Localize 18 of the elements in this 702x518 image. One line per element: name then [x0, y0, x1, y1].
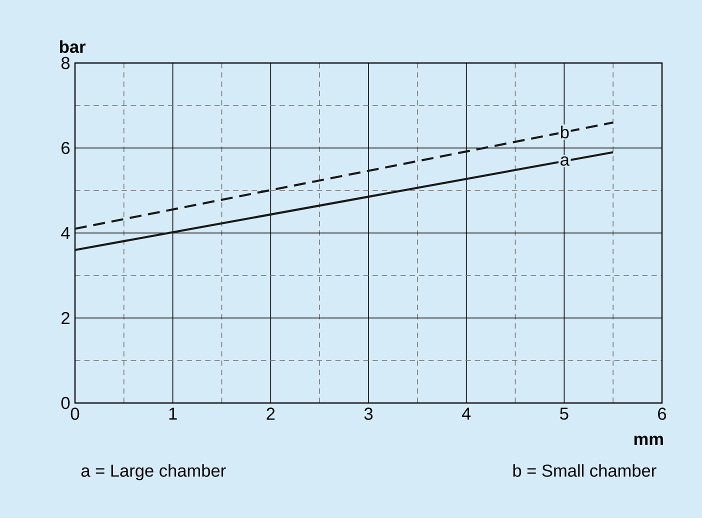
y-tick-label: 0 [61, 396, 70, 410]
series-label: a [560, 156, 570, 166]
series-label: b [560, 126, 569, 138]
y-tick-label: 8 [61, 56, 70, 70]
x-tick-label: 6 [658, 408, 666, 420]
text: a = Large chamber [81, 464, 226, 480]
text: b = Small chamber [513, 464, 656, 477]
x-tick-label: 5 [560, 408, 568, 420]
x-axis-title: mm [634, 436, 663, 445]
x-tick-label: 2 [266, 408, 275, 420]
x-tick-label: 1 [169, 408, 177, 420]
x-tick-label: 3 [364, 408, 373, 420]
x-tick-label: 4 [462, 408, 471, 420]
y-tick-label: 6 [62, 142, 70, 154]
y-axis-title: bar [60, 40, 86, 53]
y-tick-label: 4 [61, 227, 70, 239]
x-tick-label: 0 [70, 408, 80, 420]
y-tick-label: 2 [62, 312, 70, 324]
